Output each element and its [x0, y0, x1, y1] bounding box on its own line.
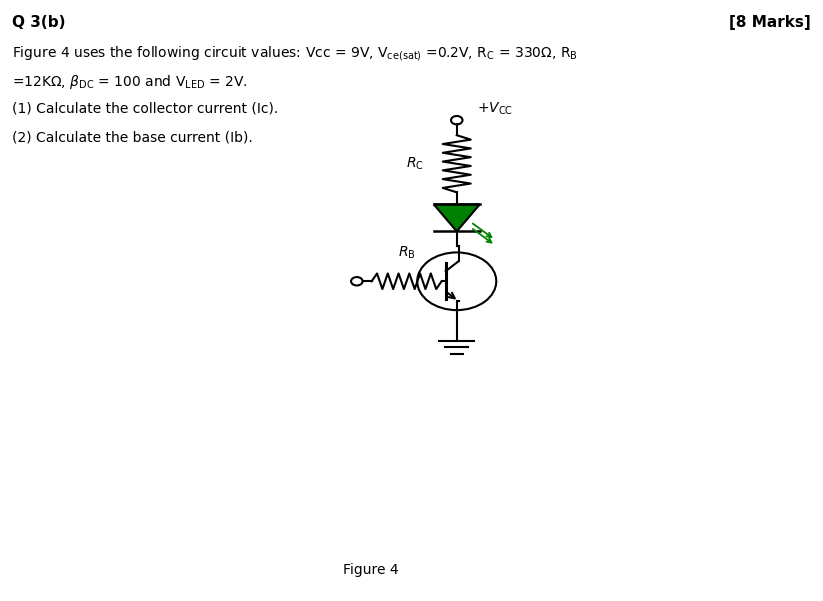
Text: +$V_{\rm CC}$: +$V_{\rm CC}$: [477, 101, 514, 117]
Text: (2) Calculate the base current (Ib).: (2) Calculate the base current (Ib).: [12, 130, 253, 144]
Text: $R_{\rm C}$: $R_{\rm C}$: [406, 156, 424, 172]
Polygon shape: [434, 204, 480, 231]
Text: $R_{\rm B}$: $R_{\rm B}$: [398, 245, 416, 261]
Text: Figure 4: Figure 4: [342, 563, 398, 577]
Text: Q 3(b): Q 3(b): [12, 15, 66, 30]
Text: (1) Calculate the collector current (Ic).: (1) Calculate the collector current (Ic)…: [12, 102, 279, 115]
Text: [8 Marks]: [8 Marks]: [729, 15, 811, 30]
Text: Figure 4 uses the following circuit values: Vcc = 9V, V$_{\rm ce(sat)}$ =0.2V, R: Figure 4 uses the following circuit valu…: [12, 44, 579, 63]
Text: =12K$\Omega$, $\beta_{\rm DC}$ = 100 and V$_{\rm LED}$ = 2V.: =12K$\Omega$, $\beta_{\rm DC}$ = 100 and…: [12, 73, 249, 91]
